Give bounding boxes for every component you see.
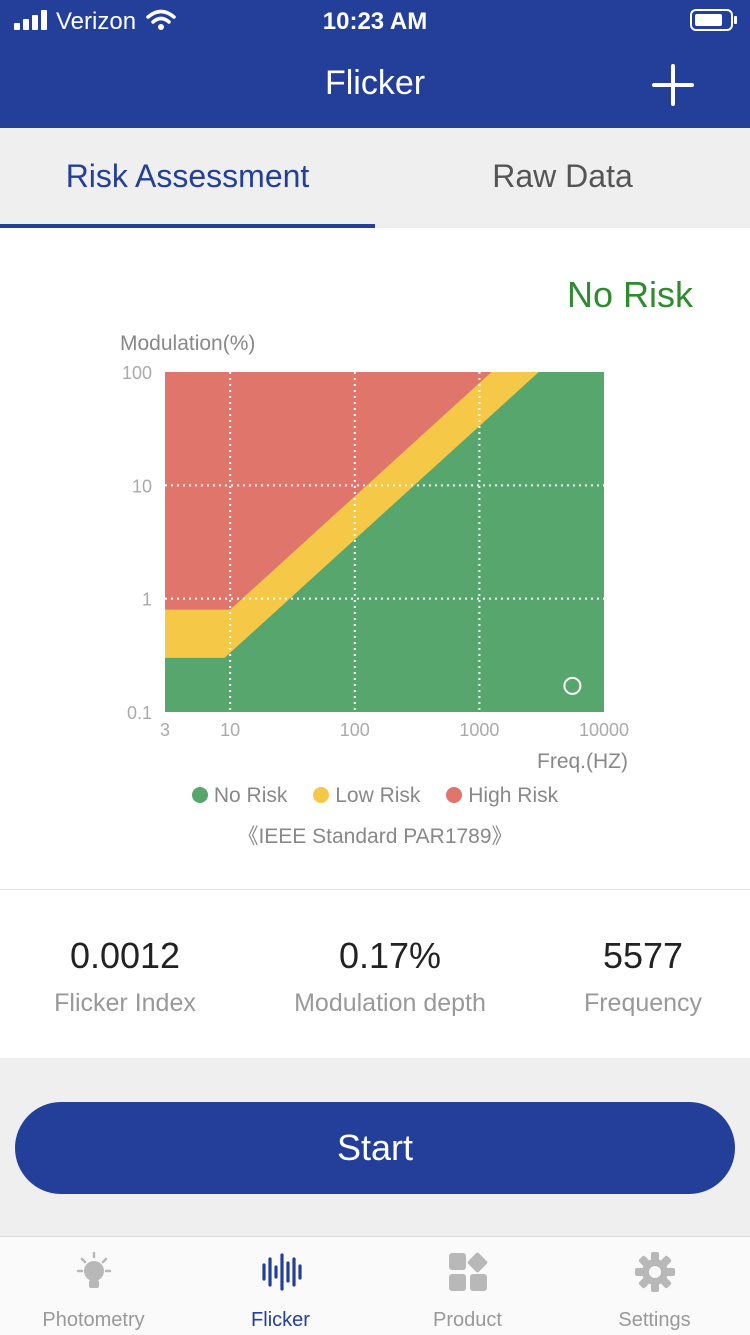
- status-time: 10:23 AM: [322, 8, 428, 35]
- metric-frequency: 5577 Frequency: [518, 935, 750, 1018]
- legend-dot-no-risk: [191, 787, 208, 803]
- tab-risk-assessment[interactable]: Risk Assessment: [65, 158, 310, 194]
- page-title: Flicker: [324, 64, 426, 102]
- metric-label: Frequency: [583, 989, 703, 1017]
- legend-dot-high-risk: [446, 787, 463, 803]
- x-tick-label: 100: [340, 720, 370, 740]
- tab-indicator: [0, 224, 375, 228]
- x-axis-label: Freq.(HZ): [537, 750, 628, 773]
- metric-value: 0.0012: [69, 935, 181, 976]
- x-tick-label: 10000: [579, 720, 629, 740]
- tab-raw-data[interactable]: Raw Data: [492, 158, 633, 194]
- gear-icon: [635, 1252, 675, 1292]
- header: Verizon 10:23 AM Flicker: [0, 0, 750, 128]
- tab-bar: Risk Assessment Raw Data: [0, 128, 750, 228]
- flicker-risk-chart: Modulation(%) 100 10 1 0.1 3 10 100 1000 10000 Fre…: [120, 332, 629, 773]
- metric-value: 5577: [602, 935, 684, 976]
- metric-value: 0.17%: [338, 935, 442, 976]
- risk-status-label: No Risk: [567, 274, 694, 315]
- bottom-tab-bar: Photometry Flicker Product: [0, 1236, 750, 1335]
- wifi-icon: [146, 9, 176, 30]
- legend-label: Low Risk: [335, 784, 421, 807]
- y-tick-label: 0.1: [127, 703, 152, 723]
- tabbar-label: Flicker: [251, 1309, 310, 1331]
- x-tick-label: 10: [220, 720, 240, 740]
- x-tick-label: 1000: [459, 720, 499, 740]
- metric-label: Flicker Index: [54, 989, 196, 1017]
- legend-item-high-risk: High Risk: [446, 784, 558, 808]
- tabbar-label: Product: [433, 1309, 502, 1331]
- start-button[interactable]: Start: [15, 1102, 735, 1194]
- metric-label: Modulation depth: [294, 989, 486, 1017]
- legend-label: No Risk: [213, 784, 288, 807]
- y-tick-label: 100: [122, 363, 152, 383]
- tabbar-item-settings[interactable]: Settings: [561, 1237, 748, 1335]
- tabbar-item-photometry[interactable]: Photometry: [0, 1237, 187, 1335]
- bulb-icon: [76, 1251, 112, 1288]
- legend-item-no-risk: No Risk: [191, 784, 288, 808]
- grid-icon: [449, 1252, 488, 1291]
- legend-dot-low-risk: [313, 787, 330, 803]
- legend-item-low-risk: Low Risk: [313, 784, 420, 808]
- y-tick-label: 10: [132, 476, 152, 496]
- waveform-icon: [262, 1253, 302, 1291]
- metric-flicker-index: 0.0012 Flicker Index: [0, 935, 250, 1018]
- metric-modulation-depth: 0.17% Modulation depth: [265, 935, 515, 1018]
- tabbar-label: Settings: [618, 1309, 691, 1331]
- tabbar-label: Photometry: [42, 1309, 145, 1331]
- signal-icon: [14, 10, 47, 30]
- region-no-risk: [165, 372, 604, 712]
- battery-icon: [690, 9, 737, 31]
- tabbar-item-product[interactable]: Product: [374, 1237, 561, 1335]
- standard-caption: 《IEEE Standard PAR1789》: [237, 825, 513, 848]
- carrier-name: Verizon: [56, 8, 137, 35]
- x-tick-label: 3: [160, 720, 170, 740]
- measurement-point: [563, 676, 582, 695]
- add-icon[interactable]: [650, 62, 696, 108]
- status-bar: Verizon 10:23 AM: [0, 0, 750, 42]
- divider: [0, 889, 750, 890]
- y-axis-label: Modulation(%): [120, 332, 255, 355]
- tabbar-item-flicker[interactable]: Flicker: [187, 1237, 374, 1335]
- y-tick-label: 1: [142, 590, 152, 610]
- chart-legend: No Risk Low Risk High Risk: [0, 784, 750, 808]
- legend-label: High Risk: [468, 784, 559, 807]
